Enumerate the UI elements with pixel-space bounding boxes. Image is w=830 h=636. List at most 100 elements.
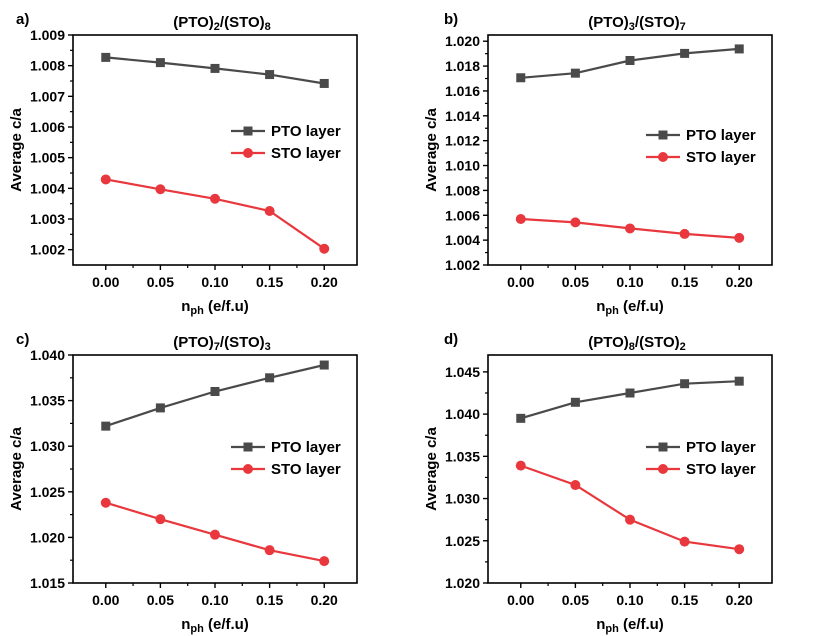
x-tick-label: 0.00	[92, 592, 119, 608]
panel-title: (PTO)2/(STO)8	[173, 14, 271, 33]
legend-label: STO layer	[686, 149, 756, 166]
x-tick-label: 0.20	[726, 592, 753, 608]
data-point-sto	[679, 228, 690, 239]
y-tick-label: 1.025	[445, 533, 480, 549]
x-tick-label: 0.00	[507, 592, 534, 608]
data-point-sto	[734, 232, 745, 243]
data-point-sto	[155, 514, 166, 525]
panel-label: d)	[444, 331, 458, 348]
data-point-sto	[679, 536, 690, 547]
data-point-pto	[680, 48, 690, 58]
legend-label: PTO layer	[686, 127, 756, 144]
x-tick-label: 0.00	[92, 274, 119, 290]
legend-entry-sto: STO layer	[231, 145, 341, 162]
legend-entry-pto: PTO layer	[231, 123, 341, 140]
x-axis-label: nph (e/f.u)	[181, 298, 249, 317]
data-point-sto	[515, 214, 526, 224]
y-tick-label: 1.014	[445, 108, 480, 124]
panel-label: a)	[16, 11, 29, 28]
y-tick-label: 1.030	[30, 438, 65, 454]
legend-marker	[243, 442, 253, 452]
x-tick-label: 0.10	[616, 274, 643, 290]
data-point-pto	[570, 68, 580, 78]
data-point-pto	[265, 70, 275, 80]
series-line-sto	[105, 178, 325, 250]
x-tick-label: 0.20	[726, 274, 753, 290]
x-tick-label: 0.10	[201, 274, 228, 290]
data-point-pto	[155, 58, 165, 68]
panel-title: (PTO)7/(STO)3	[173, 334, 271, 353]
data-point-pto	[319, 360, 329, 370]
data-point-sto	[264, 545, 275, 556]
y-axis-label: Average c/a	[8, 427, 25, 511]
x-axis-label: nph (e/f.u)	[596, 298, 664, 317]
panel-title: (PTO)3/(STO)7	[588, 14, 686, 33]
legend-entry-sto: STO layer	[646, 461, 756, 478]
data-point-pto	[516, 73, 526, 83]
legend-marker	[243, 126, 253, 136]
x-tick-label: 0.20	[311, 592, 338, 608]
y-tick-label: 1.035	[30, 393, 65, 409]
data-point-pto	[734, 44, 744, 54]
legend-entry-sto: STO layer	[646, 149, 756, 166]
data-point-sto	[210, 193, 220, 204]
y-tick-label: 1.002	[30, 242, 65, 258]
data-point-pto	[625, 388, 635, 398]
y-tick-label: 1.009	[30, 27, 65, 43]
y-tick-label: 1.016	[445, 83, 480, 99]
data-point-pto	[680, 379, 690, 389]
data-point-sto	[319, 556, 330, 567]
data-point-pto	[625, 55, 635, 65]
x-tick-label: 0.05	[562, 592, 589, 608]
legend-entry-pto: PTO layer	[646, 439, 756, 456]
x-tick-label: 0.05	[147, 592, 174, 608]
y-tick-label: 1.002	[445, 257, 480, 273]
legend-marker	[658, 464, 668, 474]
x-tick-label: 0.20	[311, 274, 338, 290]
legend-marker	[658, 152, 668, 162]
legend-entry-sto: STO layer	[231, 461, 341, 478]
data-point-sto	[210, 529, 220, 540]
y-tick-label: 1.020	[445, 33, 480, 49]
series-line-sto	[520, 464, 740, 551]
y-tick-label: 1.005	[30, 150, 65, 166]
y-tick-label: 1.020	[30, 529, 65, 545]
panel-title: (PTO)8/(STO)2	[588, 334, 686, 353]
y-tick-label: 1.012	[445, 133, 480, 149]
legend-label: STO layer	[271, 461, 341, 478]
chart-panel-2: b) (PTO)3/(STO)7 0.00 0.05 0.10 0.15 0.20 1.002…	[423, 11, 773, 317]
x-axis-label: nph (e/f.u)	[596, 616, 664, 635]
panel-label: c)	[16, 331, 29, 348]
chart-panel-1: a) (PTO)2/(STO)8 0.00 0.05 0.10 0.15 0.20 1.002…	[8, 11, 358, 317]
data-point-pto	[155, 403, 165, 413]
data-point-pto	[101, 52, 111, 62]
y-tick-label: 1.008	[30, 58, 65, 74]
y-tick-label: 1.010	[445, 158, 480, 174]
x-tick-label: 0.10	[616, 592, 643, 608]
y-tick-label: 1.018	[445, 58, 480, 74]
legend-marker	[658, 442, 668, 452]
data-point-sto	[734, 544, 745, 555]
x-tick-label: 0.15	[256, 274, 283, 290]
data-point-pto	[265, 373, 275, 383]
y-tick-label: 1.008	[445, 182, 480, 198]
panel-label: b)	[444, 11, 458, 28]
series-line-pto	[520, 380, 740, 420]
data-point-sto	[625, 514, 635, 525]
legend-marker	[243, 148, 253, 158]
legend-label: PTO layer	[271, 439, 341, 456]
data-point-sto	[570, 217, 581, 228]
y-axis-label: Average c/a	[423, 108, 440, 192]
x-tick-label: 0.15	[671, 592, 698, 608]
data-point-sto	[515, 460, 526, 471]
y-tick-label: 1.006	[30, 119, 65, 135]
legend-label: PTO layer	[271, 123, 341, 140]
y-tick-label: 1.035	[445, 448, 480, 464]
x-tick-label: 0.05	[147, 274, 174, 290]
legend-label: STO layer	[686, 461, 756, 478]
legend-label: STO layer	[271, 145, 341, 162]
y-tick-label: 1.045	[445, 364, 480, 380]
x-tick-label: 0.05	[562, 274, 589, 290]
y-tick-label: 1.020	[445, 575, 480, 591]
y-tick-label: 1.015	[30, 575, 65, 591]
